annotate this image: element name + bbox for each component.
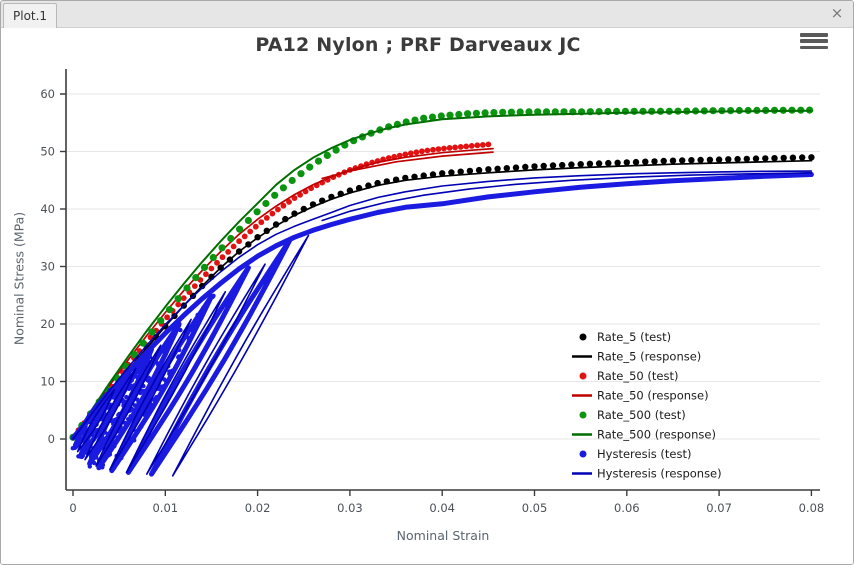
legend-item-rate500-test[interactable]: Rate_500 (test): [579, 408, 686, 422]
x-tick-label: 0.02: [245, 501, 271, 515]
series-hysteresis-response: [321, 172, 813, 222]
legend-label: Rate_5 (test): [597, 330, 671, 344]
legend-label: Rate_500 (response): [597, 428, 716, 442]
x-tick-label: 0.07: [706, 501, 732, 515]
legend-item-hysteresis-response[interactable]: Hysteresis (response): [572, 467, 722, 481]
legend-marker: [579, 450, 587, 458]
legend-item-rate50-response[interactable]: Rate_50 (response): [572, 389, 709, 403]
chart-region: PA12 Nylon ; PRF Darveaux JC 0 0.01 0.02 0.…: [1, 28, 853, 565]
series-rate5-response: [72, 159, 813, 440]
legend-label: Hysteresis (test): [597, 447, 691, 461]
y-tick-label: 30: [40, 260, 55, 274]
series-hysteresis-response: [76, 234, 310, 477]
series-rate50-response: [321, 151, 494, 180]
y-tick-label: 0: [48, 432, 55, 446]
close-icon[interactable]: ×: [830, 4, 844, 22]
legend-item-hysteresis-test[interactable]: Hysteresis (test): [579, 447, 692, 461]
legend-item-rate500-response[interactable]: Rate_500 (response): [572, 428, 716, 442]
tab-bar: Plot.1 ×: [1, 1, 853, 28]
legend-label: Hysteresis (response): [597, 467, 722, 481]
y-tick-label: 20: [40, 317, 55, 331]
legend-item-rate5-response[interactable]: Rate_5 (response): [572, 350, 701, 364]
series-hysteresis-test: [70, 172, 814, 441]
x-tick-label: 0.05: [522, 501, 548, 515]
series-rate500-response: [72, 109, 813, 440]
tab-plot1[interactable]: Plot.1: [3, 3, 58, 28]
chart-title: PA12 Nylon ; PRF Darveaux JC: [255, 34, 581, 56]
legend-label: Rate_50 (response): [597, 389, 709, 403]
x-axis-label: Nominal Strain: [396, 528, 490, 543]
y-axis-label: Nominal Stress (MPa): [11, 211, 27, 346]
legend-item-rate50-test[interactable]: Rate_50 (test): [579, 369, 679, 383]
x-tick-label: 0: [69, 501, 76, 515]
x-tick-label: 0.04: [429, 501, 455, 515]
legend-label: Rate_50 (test): [597, 369, 678, 383]
y-tick-label: 60: [40, 87, 55, 101]
chart-plot-area[interactable]: 0 0.01 0.02 0.03 0.04 0.05 0.06 0.07 0.08 0 10 20 30…: [1, 28, 853, 565]
legend-marker: [579, 411, 587, 419]
hamburger-icon: [800, 33, 828, 37]
legend-item-rate5-test[interactable]: Rate_5 (test): [579, 330, 672, 344]
legend-marker: [579, 372, 587, 380]
legend-label: Rate_500 (test): [597, 408, 686, 422]
y-tick-label: 40: [40, 202, 55, 216]
legend-marker: [579, 333, 587, 341]
menu-button[interactable]: [800, 32, 828, 50]
y-tick-label: 50: [40, 145, 55, 159]
x-tick-label: 0.08: [799, 501, 825, 515]
legend-label: Rate_5 (response): [597, 350, 701, 364]
tab-label: Plot.1: [13, 9, 48, 23]
series-hysteresis-response: [72, 170, 813, 440]
x-tick-label: 0.01: [152, 501, 178, 515]
x-tick-label: 0.03: [337, 501, 363, 515]
y-tick-label: 10: [40, 375, 55, 389]
x-tick-label: 0.06: [614, 501, 640, 515]
